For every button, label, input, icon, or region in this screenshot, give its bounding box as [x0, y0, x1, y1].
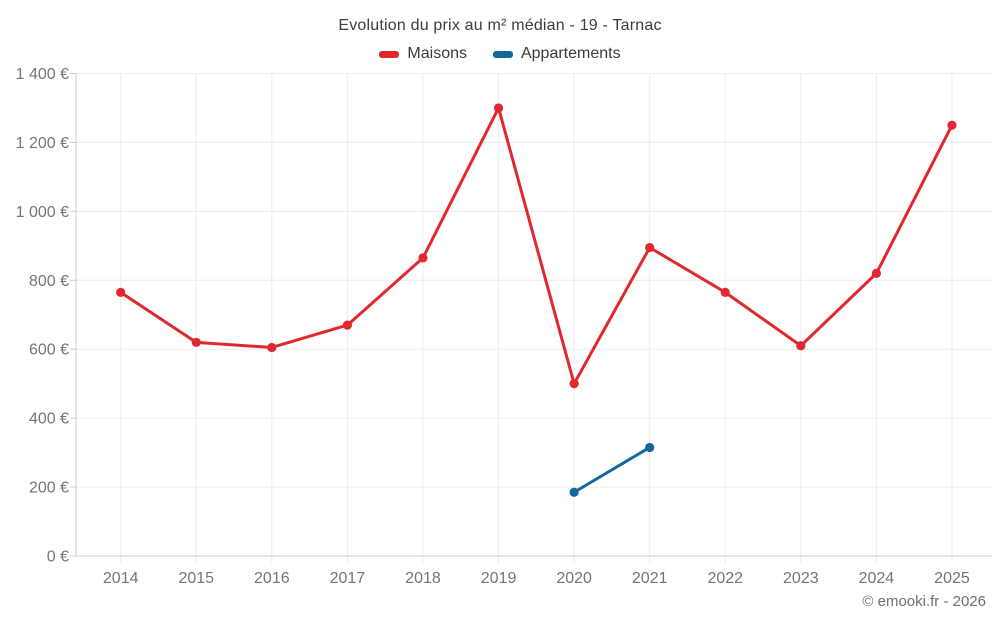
maisons-data-point[interactable]: [418, 253, 428, 263]
legend-item-maisons[interactable]: Maisons: [379, 45, 467, 63]
x-axis-label: 2016: [254, 570, 290, 587]
maisons-series-line: [119, 106, 954, 386]
x-axis-label: 2024: [859, 570, 895, 587]
maisons-data-point[interactable]: [342, 320, 353, 330]
maisons-data-point[interactable]: [493, 103, 504, 113]
y-axis-label: 1 400 €: [16, 66, 69, 83]
y-axis-label: 400 €: [29, 411, 69, 428]
y-axis-label: 0 €: [47, 549, 69, 566]
x-axis-label: 2025: [934, 570, 970, 587]
y-axis-label: 1 000 €: [16, 204, 69, 221]
x-axis-label: 2015: [178, 570, 214, 587]
x-axis-label: 2017: [330, 570, 366, 587]
maisons-data-point[interactable]: [267, 342, 277, 353]
x-axis-label: 2022: [707, 570, 743, 587]
maisons-data-point[interactable]: [720, 287, 730, 297]
chart-title: Evolution du prix au m² médian - 19 - Ta…: [338, 17, 662, 34]
y-axis-label: 800 €: [29, 273, 69, 290]
y-axis-label: 600 €: [29, 342, 69, 359]
maisons-data-point[interactable]: [796, 341, 806, 351]
x-axis-label: 2019: [481, 570, 517, 587]
y-axis-label: 1 200 €: [16, 135, 69, 152]
x-axis-label: 2018: [405, 570, 441, 587]
appartements-series-line: [572, 445, 652, 494]
appartements-data-point[interactable]: [569, 487, 579, 497]
appartements-data-point[interactable]: [645, 442, 655, 453]
maisons-data-point[interactable]: [116, 287, 126, 297]
legend-label-maisons: Maisons: [407, 45, 467, 62]
copyright-credit: © emooki.fr - 2026: [862, 593, 986, 610]
maisons-data-point[interactable]: [569, 379, 579, 389]
appartements-series-marker-icon: [492, 50, 513, 58]
x-axis-label: 2023: [783, 570, 819, 587]
maisons-series-marker-icon: [379, 50, 400, 58]
maisons-data-point[interactable]: [871, 268, 882, 278]
x-axis-label: 2021: [632, 570, 668, 587]
legend-label-appartements: Appartements: [520, 45, 621, 62]
x-axis-label: 2020: [556, 570, 592, 587]
maisons-data-point[interactable]: [947, 120, 957, 130]
maisons-data-point[interactable]: [191, 337, 201, 347]
maisons-data-point[interactable]: [645, 242, 655, 253]
y-axis-label: 200 €: [29, 480, 69, 497]
legend-item-appartements[interactable]: Appartements: [492, 45, 621, 63]
chart-legend: Maisons Appartements: [0, 45, 1000, 63]
x-axis-label: 2014: [103, 570, 139, 587]
